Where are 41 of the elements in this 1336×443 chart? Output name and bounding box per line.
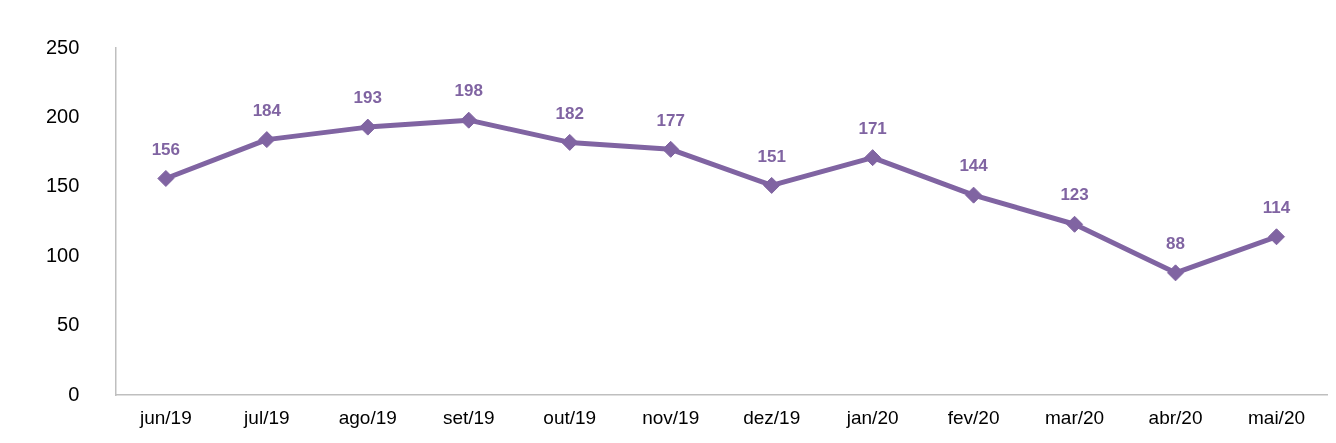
y-tick-label: 0	[68, 382, 80, 405]
x-tick-label: jan/20	[845, 406, 899, 428]
point	[864, 149, 882, 167]
data-label: 123	[1060, 185, 1089, 205]
x-tick-label: set/19	[442, 406, 495, 428]
x-tick-label: ago/19	[338, 406, 397, 428]
data-label: 171	[858, 118, 887, 138]
y-tick-label: 100	[45, 243, 80, 266]
y-tick-label: 200	[45, 104, 80, 127]
point	[662, 140, 680, 158]
y-tick-label: 150	[45, 174, 80, 197]
point	[258, 131, 276, 149]
data-label: 144	[959, 156, 989, 176]
x-tick-label: dez/19	[743, 406, 801, 428]
x-tick-label: nov/19	[642, 406, 700, 428]
point	[561, 133, 579, 151]
x-tick-label: jun/19	[138, 406, 192, 428]
data-label: 156	[151, 139, 181, 159]
data-label: 182	[555, 103, 584, 123]
x-tick-label: fev/20	[947, 406, 1000, 428]
point	[460, 111, 478, 129]
data-label: 198	[454, 81, 483, 101]
point	[965, 186, 983, 204]
data-label: 114	[1262, 197, 1291, 217]
point	[1268, 228, 1286, 246]
data-label: 184	[252, 100, 282, 120]
point	[1167, 264, 1185, 282]
y-tick-label: 250	[45, 35, 80, 58]
x-tick-label: out/19	[543, 406, 597, 428]
y-tick-label: 50	[57, 313, 80, 336]
data-label: 193	[353, 88, 382, 108]
x-tick-label: abr/20	[1148, 406, 1203, 428]
point	[763, 176, 781, 194]
x-tick-label: jul/19	[243, 406, 290, 428]
x-tick-label: mar/20	[1045, 406, 1105, 428]
data-label: 177	[656, 110, 685, 130]
point	[157, 169, 175, 187]
data-label: 151	[757, 146, 786, 166]
point	[1066, 215, 1084, 233]
x-tick-label: mai/20	[1248, 406, 1306, 428]
data-label: 88	[1166, 234, 1186, 254]
